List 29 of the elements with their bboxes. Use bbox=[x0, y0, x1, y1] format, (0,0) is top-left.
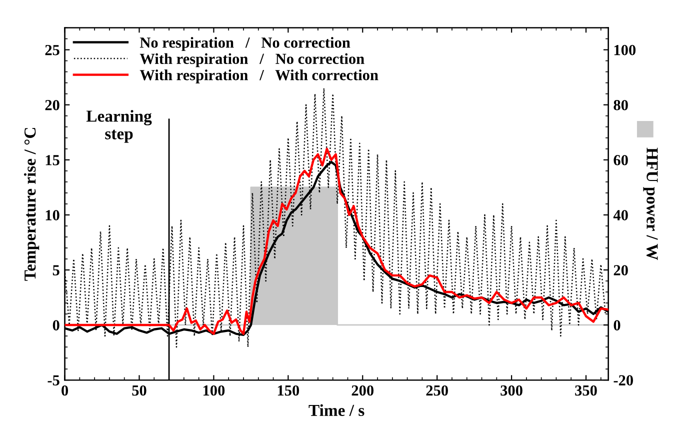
ref-line-label: Learning step bbox=[86, 110, 152, 143]
x-tick-label: 150 bbox=[278, 385, 300, 396]
y2-tick-label: 80 bbox=[614, 100, 628, 110]
y2-tick-label: 60 bbox=[614, 155, 628, 166]
legend-label: With respiration / With correction bbox=[140, 69, 378, 84]
y-tick-label: 10 bbox=[46, 210, 60, 220]
y-tick-label: 5 bbox=[52, 265, 60, 276]
legend-label: No respiration / No correction bbox=[140, 37, 350, 51]
x-axis-title: Time / s bbox=[308, 404, 364, 416]
x-tick-label: 300 bbox=[500, 385, 522, 396]
y-axis-title: Temperature rise / °C bbox=[24, 128, 40, 281]
y2-tick-label: 0 bbox=[614, 320, 620, 330]
x-tick-label: 100 bbox=[203, 385, 225, 396]
y-tick-label: 0 bbox=[52, 320, 60, 330]
y-tick-label: 15 bbox=[46, 155, 60, 166]
y2-tick-label: 20 bbox=[614, 265, 628, 276]
y2-tick-label: 100 bbox=[614, 44, 636, 56]
y-tick-label: -5 bbox=[48, 375, 60, 386]
x-tick-label: 350 bbox=[575, 385, 597, 396]
x-tick-label: 50 bbox=[132, 385, 146, 396]
y2-axis-title: HFU power / W bbox=[643, 148, 658, 260]
y2-tick-label: -20 bbox=[614, 375, 633, 386]
y2-tick-label: 40 bbox=[613, 210, 628, 220]
legend-label: With respiration / No correction bbox=[140, 53, 364, 68]
x-tick-label: 0 bbox=[62, 385, 68, 396]
x-tick-label: 250 bbox=[426, 385, 448, 396]
y-tick-label: 20 bbox=[45, 100, 60, 110]
y-tick-label: 25 bbox=[45, 44, 60, 56]
x-tick-label: 200 bbox=[352, 385, 374, 396]
